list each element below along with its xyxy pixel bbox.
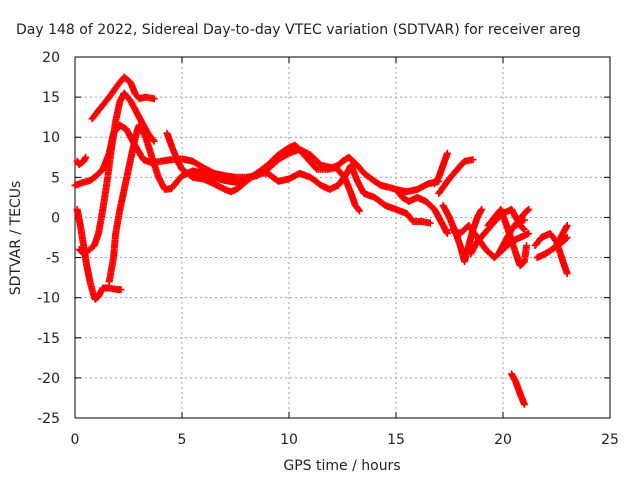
marker-track [512, 216, 528, 229]
y-tick-label: -25 [37, 411, 60, 427]
series-track-h [392, 185, 451, 237]
marker-track [553, 222, 571, 249]
series-track-s [553, 222, 571, 249]
x-axis-label: GPS time / hours [283, 458, 400, 474]
marker-track [163, 129, 434, 227]
marker-track [73, 153, 90, 168]
marker-track [508, 370, 528, 408]
y-axis-label: SDTVAR / TECUs [8, 181, 24, 296]
series-track-t [508, 370, 528, 408]
marker-track [88, 73, 158, 123]
chart-title: Day 148 of 2022, Sidereal Day-to-day VTE… [16, 22, 581, 38]
y-tick-label: 20 [42, 50, 60, 66]
y-tick-label: -5 [46, 251, 60, 267]
marker-track [435, 156, 477, 197]
y-tick-label: 0 [51, 210, 60, 226]
series-track-c [73, 153, 90, 168]
y-tick-label: -15 [37, 331, 60, 347]
series-track-g [163, 129, 434, 227]
series-track-j [435, 156, 477, 197]
y-tick-label: 5 [51, 170, 60, 186]
y-tick-label: -20 [37, 371, 60, 387]
x-tick-label: 5 [178, 432, 187, 448]
marker-track [392, 185, 451, 237]
y-axis: 20 15 10 5 0 -5 -10 -15 -20 -25 [37, 50, 610, 427]
series-track-e [75, 89, 158, 257]
marker-track [105, 121, 364, 286]
series-track-i [431, 149, 451, 188]
gridlines [75, 57, 610, 418]
marker-track [431, 149, 451, 188]
plot-frame [74, 56, 611, 419]
series-track-b [88, 73, 158, 123]
series-track-f [105, 121, 364, 286]
x-tick-label: 0 [71, 432, 80, 448]
y-tick-label: 15 [42, 90, 60, 106]
data-series [71, 73, 571, 408]
x-tick-label: 10 [280, 432, 298, 448]
x-tick-label: 25 [601, 432, 619, 448]
y-tick-label: -10 [37, 291, 60, 307]
series-track-p [512, 216, 528, 229]
y-tick-label: 10 [42, 130, 60, 146]
x-axis: 0 5 10 15 20 25 [71, 57, 619, 448]
x-tick-label: 15 [387, 432, 405, 448]
marker-track [75, 89, 158, 257]
x-tick-label: 20 [494, 432, 512, 448]
